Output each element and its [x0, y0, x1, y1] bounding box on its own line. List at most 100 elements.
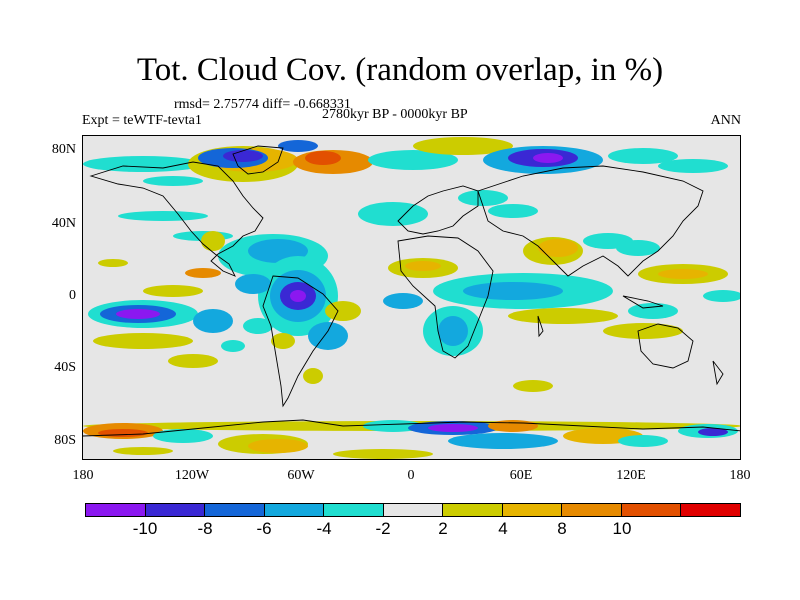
anomaly-region [325, 301, 361, 321]
anomaly-region [305, 151, 341, 165]
anomaly-region [278, 140, 318, 152]
anomaly-region [93, 333, 193, 349]
colorbar-swatch [324, 504, 384, 516]
anomaly-region [201, 231, 225, 251]
anomaly-region [383, 293, 423, 309]
lat-label: 0 [69, 288, 76, 303]
lat-label: 40S [54, 360, 76, 375]
colorbar-label: 10 [612, 519, 632, 538]
colorbar-label: -8 [197, 519, 213, 538]
anomaly-region [271, 333, 295, 349]
plot-title: Tot. Cloud Cov. (random overlap, in %) [136, 52, 664, 88]
anomaly-region [243, 318, 273, 334]
anomaly-region [185, 268, 221, 278]
lat-label: 80N [51, 142, 76, 157]
anomaly-region [533, 153, 563, 163]
lon-label: 60E [509, 468, 533, 483]
lon-label: 180 [729, 468, 751, 483]
anomaly-region [98, 259, 128, 267]
colorbar-swatch [383, 504, 444, 516]
anomaly-region [118, 211, 208, 221]
coastline-europe [397, 185, 479, 235]
anomaly-region [143, 285, 203, 297]
colorbar-swatch [264, 504, 325, 516]
anomaly-region [618, 435, 668, 447]
lat-label: 40N [51, 216, 76, 231]
colorbar-swatch [502, 504, 563, 516]
stats-subtitle: rmsd= 2.75774 diff= -0.668331 [174, 97, 351, 112]
colorbar-swatch [86, 504, 146, 516]
anomaly-region [308, 322, 348, 350]
anomaly-region [616, 240, 660, 256]
anomaly-region [538, 239, 578, 257]
coastlines [83, 145, 740, 437]
anomaly-region [248, 439, 308, 453]
colorbar-label: 8 [557, 519, 567, 538]
season-label: ANN [710, 113, 741, 128]
anomaly-region [143, 176, 203, 186]
anomaly-region [513, 380, 553, 392]
anomaly-region [98, 429, 148, 437]
lon-label: 180 [72, 468, 94, 483]
anomaly-region [448, 433, 558, 449]
lon-label: 60W [287, 468, 315, 483]
anomaly-region [303, 368, 323, 384]
coastline-south-america [262, 275, 339, 408]
anomaly-region [168, 354, 218, 368]
anomaly-region [488, 204, 538, 218]
anomaly-region [703, 290, 740, 302]
colorbar-swatch [205, 504, 265, 516]
period-subtitle: 2780kyr BP - 0000kyr BP [322, 107, 468, 122]
anomaly-region [290, 290, 306, 302]
coastline-greenland [232, 145, 284, 175]
coastline-africa [397, 235, 494, 359]
anomaly-region [413, 137, 513, 155]
map-panel [82, 135, 741, 460]
anomaly-region [608, 148, 678, 164]
lat-label: 80S [54, 433, 76, 448]
coastline-asia [477, 165, 704, 277]
lon-label: 120W [174, 468, 210, 483]
colorbar-swatch [443, 504, 503, 516]
anomaly-region [405, 261, 441, 271]
coastline-madagascar [537, 315, 544, 338]
anomaly-region [438, 316, 468, 346]
anomaly-region [116, 309, 160, 319]
colorbar-label: -4 [316, 519, 332, 538]
colorbar-label: -6 [256, 519, 272, 538]
colorbar-swatch [681, 504, 741, 516]
anomaly-region [488, 420, 538, 432]
lon-label: 0 [407, 468, 415, 483]
anomaly-region [658, 269, 708, 279]
anomaly-region [193, 309, 233, 333]
anomaly-region [658, 159, 728, 173]
anomaly-region [603, 323, 683, 339]
anomaly-region [508, 308, 618, 324]
colorbar-label: 4 [498, 519, 508, 538]
anomaly-region [428, 424, 478, 432]
lon-label: 120E [616, 468, 646, 483]
anomaly-region [221, 340, 245, 352]
coastline-australia [637, 323, 694, 369]
colorbar-swatch [562, 504, 622, 516]
anomaly-region [333, 449, 433, 459]
colorbar-swatch [621, 504, 682, 516]
anomaly-region [235, 274, 271, 294]
anomaly-region [463, 282, 563, 300]
cloud-cover-map [83, 136, 740, 459]
anomaly-region [153, 429, 213, 443]
colorbar-swatch [145, 504, 206, 516]
anomaly-region [113, 447, 173, 455]
anomaly-region [358, 202, 428, 226]
coastline-antarctica [83, 419, 740, 437]
colorbar-label: -10 [132, 519, 158, 538]
coastline-north-america [89, 161, 264, 277]
coastline-new-zealand [712, 360, 724, 386]
colorbar-label: 2 [438, 519, 448, 538]
colorbar-label: -2 [375, 519, 391, 538]
anomaly-region [628, 303, 678, 319]
anomaly-region [223, 150, 263, 162]
coastline-indonesia [622, 295, 664, 309]
experiment-label: Expt = teWTF-tevta1 [82, 113, 202, 128]
anomaly-region [368, 150, 458, 170]
